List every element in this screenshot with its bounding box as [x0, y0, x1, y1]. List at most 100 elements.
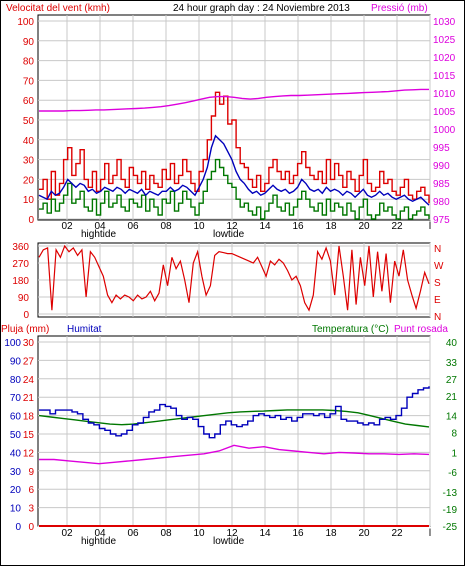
dewpoint-axis-title: Punt rosada	[394, 324, 448, 335]
rain-tick-label: 15	[23, 430, 35, 441]
rain-tick-label: 30	[23, 338, 35, 349]
direction-tick-label: 0	[23, 310, 29, 321]
wind-tick-label: 100	[17, 17, 34, 28]
pressure-tick-label: 990	[433, 161, 450, 172]
pressure-tick-label: 995	[433, 143, 450, 154]
x-tick-label-bottom: 02	[61, 528, 73, 539]
humidity-tick-label: 20	[10, 485, 22, 496]
x-tick-label-top: 08	[160, 221, 172, 232]
pressure-tick-label: 985	[433, 179, 450, 190]
humidity-tick-label: 0	[15, 522, 21, 533]
x-tick-label-bottom: 08	[160, 528, 172, 539]
wind-tick-label: 20	[23, 175, 35, 186]
wind-tick-label: 50	[23, 116, 35, 127]
temperature-tick-label: 1	[451, 448, 457, 459]
graph-title: 24 hour graph day : 24 Noviembre 2013	[173, 3, 350, 14]
temperature-tick-label: 33	[446, 358, 458, 369]
x-tick-label-bottom: 10	[193, 528, 205, 539]
temperature-tick-label: 27	[446, 375, 458, 386]
dewpoint-line	[39, 444, 430, 465]
humidity-tick-label: 30	[10, 467, 22, 478]
pressure-tick-label: 1010	[433, 89, 456, 100]
x-tick-label-top: l	[429, 221, 431, 232]
pressure-tick-label: 1005	[433, 107, 456, 118]
wind-tick-label: 60	[23, 96, 35, 107]
lowtide-label: lowtide	[213, 229, 245, 240]
wind-average-line	[38, 134, 430, 206]
rain-tick-label: 24	[23, 375, 35, 386]
compass-label: N	[434, 244, 441, 255]
pressure-line	[39, 88, 429, 112]
pressure-tick-label: 1030	[433, 17, 456, 28]
temperature-tick-label: -6	[448, 468, 457, 479]
humidity-tick-label: 70	[10, 393, 22, 404]
wind-tick-label: 0	[28, 215, 34, 226]
temperature-tick-label: -25	[443, 522, 458, 533]
x-tick-label-bottom: 22	[391, 528, 403, 539]
temperature-line	[38, 409, 430, 428]
pressure-tick-label: 980	[433, 197, 450, 208]
direction-tick-label: 360	[12, 242, 29, 253]
x-tick-label-top: 12	[226, 221, 238, 232]
temperature-tick-label: 8	[451, 429, 457, 440]
x-tick-label-bottom: 18	[325, 528, 337, 539]
compass-label: S	[434, 278, 441, 289]
rain-tick-label: 21	[23, 393, 35, 404]
temperature-tick-label: 14	[446, 412, 458, 423]
x-tick-label-top: 10	[193, 221, 205, 232]
wind-axis-title: Velocitat del vent (kmh)	[6, 3, 110, 14]
x-tick-label-top: 16	[292, 221, 304, 232]
wind-minimum-line	[39, 158, 430, 220]
pressure-tick-label: 1025	[433, 35, 456, 46]
x-tick-label-top: 20	[358, 221, 370, 232]
direction-tick-label: 90	[18, 293, 30, 304]
rain-tick-label: 12	[23, 448, 35, 459]
wind-tick-label: 40	[23, 136, 35, 147]
rain-tick-label: 18	[23, 412, 35, 423]
humidity-tick-label: 80	[10, 375, 22, 386]
rain-tick-label: 6	[28, 485, 34, 496]
x-tick-label-bottom: 06	[127, 528, 139, 539]
humidity-tick-label: 50	[10, 430, 22, 441]
pressure-tick-label: 1020	[433, 53, 456, 64]
wind-panel-frame	[37, 14, 431, 221]
wind-tick-label: 90	[23, 37, 35, 48]
humidity-tick-label: 10	[10, 504, 22, 515]
wind-direction-line	[38, 244, 430, 312]
pressure-tick-label: 1015	[433, 71, 456, 82]
humidity-tick-label: 60	[10, 412, 22, 423]
x-tick-label-bottom: l	[429, 528, 431, 539]
wind-speed-line	[39, 91, 430, 204]
x-tick-label-top: 22	[391, 221, 403, 232]
weather-panel-frame	[37, 335, 431, 527]
hightide-label-bottom: hightide	[81, 536, 116, 547]
x-tick-label-bottom: 14	[259, 528, 271, 539]
temperature-tick-label: 21	[446, 392, 458, 403]
temperature-tick-label: -19	[443, 505, 458, 516]
wind-tick-label: 30	[23, 156, 35, 167]
x-tick-label-bottom: 04	[94, 528, 106, 539]
wind-tick-label: 70	[23, 76, 35, 87]
x-tick-label-top: 18	[325, 221, 337, 232]
pressure-axis-title: Pressió (mb)	[371, 3, 428, 14]
rain-tick-label: 0	[28, 522, 34, 533]
rain-axis-title: Pluja (mm)	[1, 324, 49, 335]
lowtide-label-bottom: lowtide	[213, 536, 245, 547]
compass-label: W	[434, 261, 444, 272]
wind-tick-label: 80	[23, 57, 35, 68]
x-tick-label-top: 02	[61, 221, 73, 232]
compass-label: E	[434, 295, 441, 306]
x-tick-label-bottom: 20	[358, 528, 370, 539]
x-tick-label-top: 06	[127, 221, 139, 232]
hightide-label: hightide	[81, 229, 116, 240]
humidity-line	[39, 386, 430, 439]
x-tick-label-top: 14	[259, 221, 271, 232]
temperature-tick-label: -13	[443, 488, 458, 499]
x-tick-label-bottom: 12	[226, 528, 238, 539]
rain-tick-label: 9	[28, 467, 34, 478]
wind-tick-label: 10	[23, 195, 35, 206]
humidity-tick-label: 40	[10, 448, 22, 459]
rain-tick-label: 27	[23, 356, 35, 367]
